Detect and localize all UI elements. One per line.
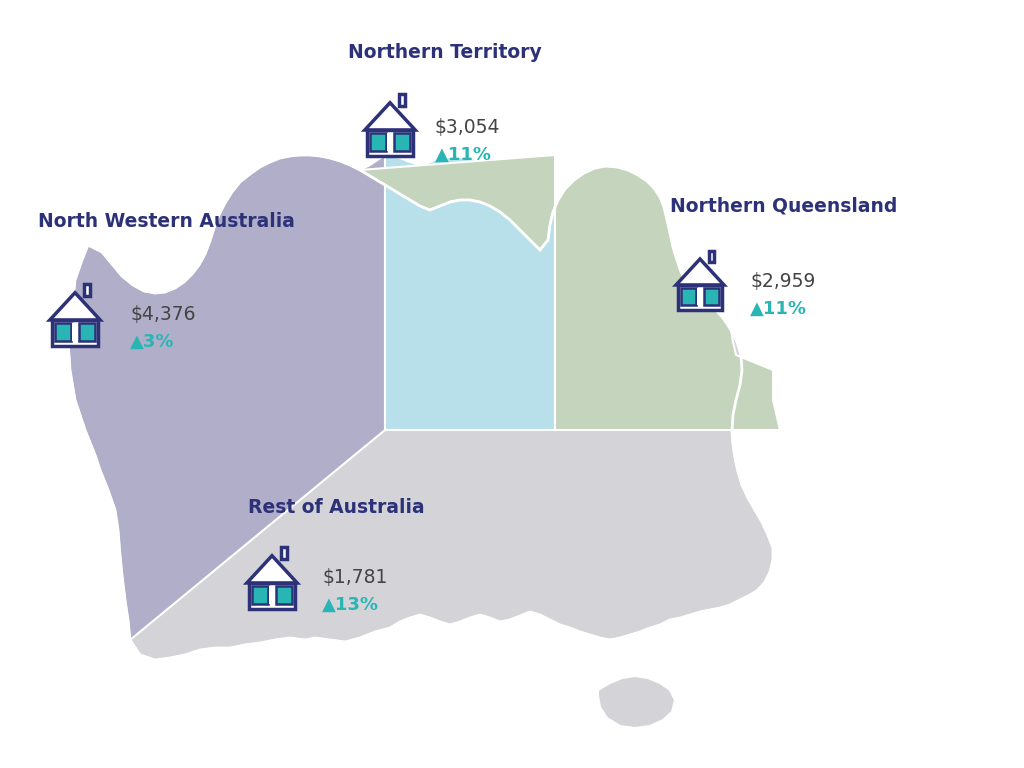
Bar <box>276 586 292 604</box>
Bar <box>269 586 274 604</box>
Bar <box>249 583 295 609</box>
Text: $2,959: $2,959 <box>750 272 815 291</box>
Text: North Western Australia: North Western Australia <box>38 212 295 231</box>
Text: $1,781: $1,781 <box>322 568 387 587</box>
Bar <box>399 94 404 106</box>
Bar <box>697 288 702 305</box>
Text: Northern Territory: Northern Territory <box>348 43 542 62</box>
Text: $4,376: $4,376 <box>130 305 196 324</box>
Bar <box>705 288 719 305</box>
Bar <box>678 285 722 310</box>
Bar <box>55 323 71 341</box>
Text: Rest of Australia: Rest of Australia <box>248 498 425 517</box>
Text: $3,054: $3,054 <box>435 118 501 137</box>
Text: ▲11%: ▲11% <box>435 146 492 164</box>
Text: ▲13%: ▲13% <box>322 596 379 614</box>
Polygon shape <box>676 259 724 285</box>
Polygon shape <box>385 155 555 430</box>
Polygon shape <box>68 155 773 660</box>
Bar <box>79 323 95 341</box>
Bar <box>282 548 287 559</box>
Polygon shape <box>360 155 780 430</box>
Bar <box>84 284 90 296</box>
Bar <box>394 134 411 151</box>
Text: Northern Queensland: Northern Queensland <box>670 197 897 216</box>
Polygon shape <box>247 556 297 583</box>
Bar <box>370 134 386 151</box>
Bar <box>252 586 268 604</box>
Bar <box>387 134 393 151</box>
Text: ▲11%: ▲11% <box>750 300 807 318</box>
Bar <box>72 323 78 341</box>
Bar <box>681 288 696 305</box>
Bar <box>709 251 714 262</box>
Polygon shape <box>68 155 385 640</box>
Polygon shape <box>50 293 100 320</box>
Polygon shape <box>365 103 415 130</box>
Bar <box>52 320 98 346</box>
Bar <box>367 130 413 156</box>
Polygon shape <box>598 676 675 728</box>
Text: ▲3%: ▲3% <box>130 333 174 351</box>
